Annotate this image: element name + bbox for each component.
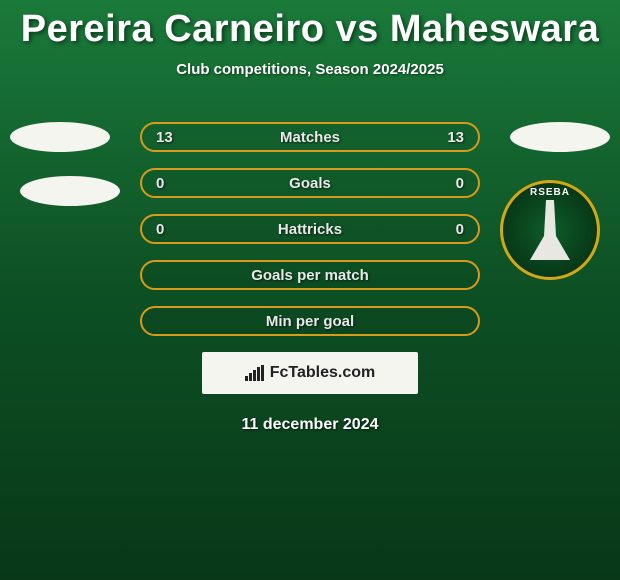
stat-row: 0Hattricks0 — [140, 214, 480, 244]
date: 11 december 2024 — [0, 416, 620, 434]
stat-label: Goals per match — [178, 267, 442, 284]
bar-chart-icon — [245, 365, 264, 381]
club-badge-icon — [530, 200, 570, 260]
stat-row: Goals per match — [140, 260, 480, 290]
subtitle: Club competitions, Season 2024/2025 — [0, 61, 620, 78]
stat-value-left: 13 — [156, 129, 178, 146]
club-badge-text: RSEBA — [530, 187, 570, 198]
player-left-shadow-2 — [20, 176, 120, 206]
stat-value-right: 13 — [442, 129, 464, 146]
stat-row: 13Matches13 — [140, 122, 480, 152]
stat-label: Hattricks — [178, 221, 442, 238]
page-title: Pereira Carneiro vs Maheswara — [0, 0, 620, 51]
stat-label: Min per goal — [178, 313, 442, 330]
stat-row: 0Goals0 — [140, 168, 480, 198]
stat-value-left: 0 — [156, 221, 178, 238]
watermark: FcTables.com — [202, 352, 418, 394]
stat-value-right: 0 — [442, 221, 464, 238]
watermark-text: FcTables.com — [270, 364, 376, 382]
club-badge: RSEBA — [500, 180, 600, 280]
stats-table: 13Matches130Goals00Hattricks0Goals per m… — [140, 122, 480, 336]
stat-label: Goals — [178, 175, 442, 192]
stat-value-left: 0 — [156, 175, 178, 192]
stat-row: Min per goal — [140, 306, 480, 336]
stat-value-right: 0 — [442, 175, 464, 192]
player-left-shadow-1 — [10, 122, 110, 152]
player-right-shadow-1 — [510, 122, 610, 152]
stat-label: Matches — [178, 129, 442, 146]
